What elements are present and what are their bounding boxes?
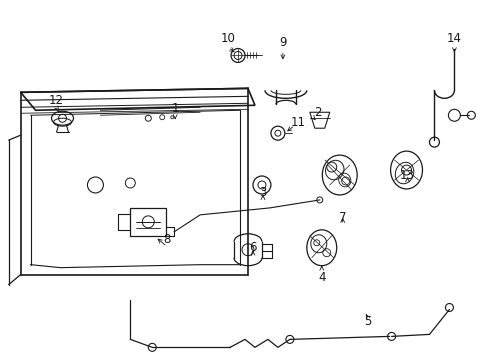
Text: 9: 9 [279,36,286,49]
Bar [130,208,166,236]
Text: 5: 5 [363,315,370,328]
Text: 14: 14 [446,32,461,45]
Text: 2: 2 [313,106,321,119]
Text: 1: 1 [171,102,179,115]
Text: 4: 4 [317,271,325,284]
Text: 3: 3 [259,186,266,199]
Text: 11: 11 [290,116,305,129]
Text: 13: 13 [399,168,414,181]
Text: 6: 6 [249,241,256,254]
Text: 8: 8 [163,233,171,246]
Text: 12: 12 [49,94,64,107]
Text: 7: 7 [338,211,346,224]
Text: 10: 10 [220,32,235,45]
